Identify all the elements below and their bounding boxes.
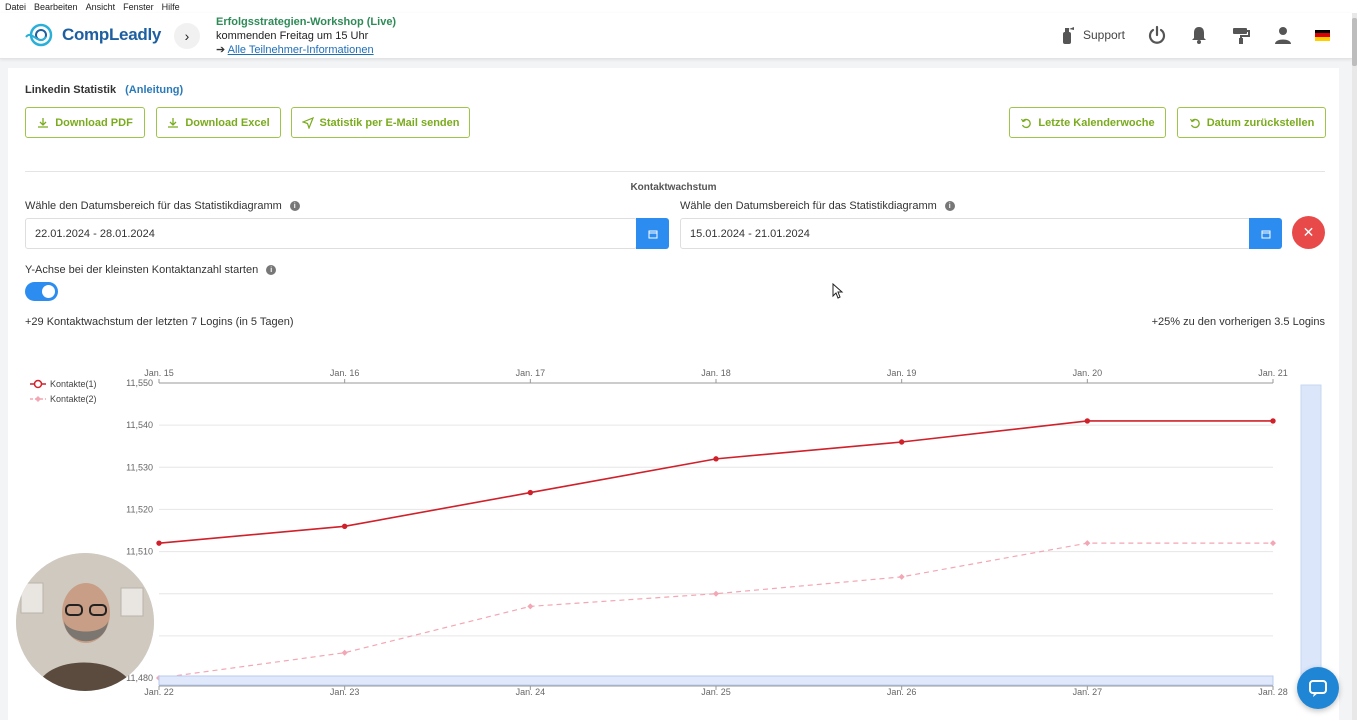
growth-summary: +29 Kontaktwachstum der letzten 7 Logins…: [25, 316, 294, 328]
date-range-2-value: 15.01.2024 - 21.01.2024: [690, 227, 810, 240]
support-button[interactable]: Support: [1057, 25, 1125, 45]
y-axis-toggle-label-text: Y-Achse bei der kleinsten Kontaktanzahl …: [25, 264, 259, 276]
bell-icon[interactable]: [1189, 25, 1209, 45]
download-excel-label: Download Excel: [185, 116, 270, 129]
send-icon: [301, 116, 314, 129]
email-statistics-button[interactable]: Statistik per E-Mail senden: [291, 107, 470, 138]
email-statistics-label: Statistik per E-Mail senden: [319, 116, 460, 129]
date-range-1-label-text: Wähle den Datumsbereich für das Statisti…: [25, 200, 282, 212]
menu-item-datei[interactable]: Datei: [5, 1, 27, 12]
german-flag-icon[interactable]: [1315, 29, 1330, 41]
last-calendar-week-label: Letzte Kalenderwoche: [1038, 116, 1155, 129]
fire-extinguisher-icon: [1062, 27, 1074, 44]
app-menubar: Datei Bearbeiten Ansicht Fenster Hilfe: [0, 0, 1357, 13]
chat-icon: [1309, 680, 1327, 697]
toggle-knob: [42, 285, 55, 298]
info-icon[interactable]: i: [944, 201, 955, 211]
user-icon[interactable]: [1273, 25, 1293, 45]
brand-logo[interactable]: CompLeadly: [24, 21, 161, 49]
section-divider: [25, 171, 1325, 172]
undo-icon: [1189, 118, 1200, 128]
date-range-2-calendar-button[interactable]: [1249, 218, 1282, 249]
page-title: Linkedin Statistik (Anleitung): [25, 84, 183, 96]
info-icon[interactable]: i: [266, 265, 277, 275]
arrow-right-icon: ➔: [216, 44, 226, 56]
date-range-2-label: Wähle den Datumsbereich für das Statisti…: [680, 200, 955, 212]
page-scrollbar[interactable]: [1352, 13, 1357, 720]
menu-item-bearbeiten[interactable]: Bearbeiten: [34, 1, 78, 12]
statistics-card: Linkedin Statistik (Anleitung) Download …: [8, 68, 1339, 720]
logo-mark-icon: [25, 23, 53, 47]
calendar-icon: [1261, 230, 1270, 238]
remove-comparison-button[interactable]: ✕: [1292, 216, 1325, 249]
close-icon: ✕: [1302, 224, 1315, 240]
menu-item-hilfe[interactable]: Hilfe: [161, 1, 180, 12]
reset-date-button[interactable]: Datum zurückstellen: [1177, 107, 1326, 138]
comparison-summary: +25% zu den vorherigen 3.5 Logins: [1151, 316, 1325, 328]
chevron-right-icon: ›: [184, 28, 190, 44]
event-title: Erfolgsstrategien-Workshop (Live): [216, 16, 397, 28]
download-pdf-button[interactable]: Download PDF: [25, 107, 145, 138]
support-label: Support: [1082, 28, 1125, 42]
download-pdf-label: Download PDF: [55, 116, 133, 129]
paint-roller-icon[interactable]: [1231, 25, 1251, 45]
tutorial-link[interactable]: (Anleitung): [125, 84, 184, 96]
download-icon: [38, 117, 49, 128]
date-range-1-input[interactable]: 22.01.2024 - 28.01.2024: [25, 218, 637, 249]
section-title: Kontaktwachstum: [630, 182, 717, 193]
download-excel-button[interactable]: Download Excel: [156, 107, 281, 138]
menu-item-ansicht[interactable]: Ansicht: [85, 1, 116, 12]
calendar-icon: [648, 230, 657, 238]
live-chat-button[interactable]: [1297, 667, 1339, 709]
presenter-video-icon: [16, 553, 154, 691]
date-range-1-label: Wähle den Datumsbereich für das Statisti…: [25, 200, 300, 212]
power-icon[interactable]: [1147, 25, 1167, 45]
info-icon[interactable]: i: [289, 201, 300, 211]
date-range-2-label-text: Wähle den Datumsbereich für das Statisti…: [680, 200, 937, 212]
date-range-1-value: 22.01.2024 - 28.01.2024: [35, 227, 155, 240]
page-title-text: Linkedin Statistik: [25, 84, 117, 96]
date-range-1-calendar-button[interactable]: [636, 218, 669, 249]
last-calendar-week-button[interactable]: Letzte Kalenderwoche: [1009, 107, 1166, 138]
date-range-2-input[interactable]: 15.01.2024 - 21.01.2024: [680, 218, 1251, 249]
webcam-overlay: [16, 553, 154, 691]
event-banner: Erfolgsstrategien-Workshop (Live) kommen…: [216, 15, 396, 57]
undo-icon: [1021, 118, 1032, 128]
event-info-link[interactable]: Alle Teilnehmer-Informationen: [227, 44, 374, 56]
brand-name: CompLeadly: [62, 25, 162, 44]
event-subtitle: kommenden Freitag um 15 Uhr: [216, 30, 369, 42]
y-axis-start-toggle[interactable]: [25, 282, 58, 301]
reset-date-label: Datum zurückstellen: [1206, 116, 1315, 129]
toolbar-actions: Support: [1057, 25, 1330, 45]
top-navigation-bar: CompLeadly › Erfolgsstrategien-Workshop …: [0, 13, 1352, 59]
expand-sidebar-button[interactable]: ›: [174, 23, 200, 49]
menu-item-fenster[interactable]: Fenster: [123, 1, 154, 12]
page-scrollbar-thumb[interactable]: [1352, 18, 1357, 66]
download-icon: [168, 117, 179, 128]
y-axis-toggle-label: Y-Achse bei der kleinsten Kontaktanzahl …: [25, 264, 277, 276]
mouse-pointer-icon: [832, 283, 844, 299]
